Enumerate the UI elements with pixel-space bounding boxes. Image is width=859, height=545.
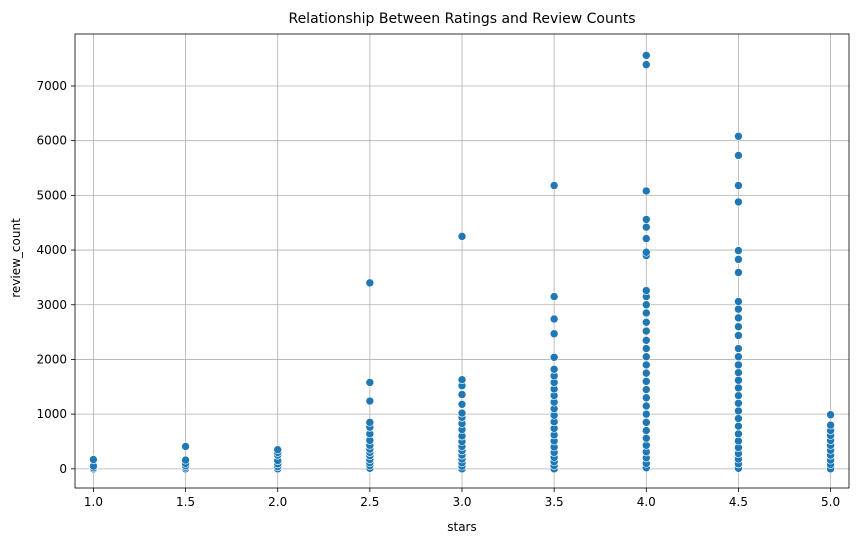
data-point (641, 441, 651, 450)
data-point (641, 401, 651, 411)
data-point (734, 391, 743, 400)
data-point (734, 375, 743, 385)
data-point (734, 181, 743, 190)
data-point (89, 455, 98, 464)
data-point (734, 360, 743, 370)
data-point (457, 408, 467, 418)
x-tick-label: 1.5 (176, 495, 195, 509)
data-point (734, 197, 743, 207)
data-point (734, 414, 743, 423)
data-point (826, 410, 835, 420)
data-point (734, 151, 743, 160)
data-point (734, 429, 743, 439)
data-point (641, 352, 651, 362)
data-point (549, 181, 559, 190)
data-point (734, 436, 743, 446)
x-tick-label: 3.5 (545, 495, 564, 509)
data-point (549, 292, 559, 301)
y-tick-label: 0 (59, 462, 67, 476)
chart-title: Relationship Between Ratings and Review … (288, 11, 635, 27)
data-point (641, 60, 651, 69)
data-point (365, 418, 375, 427)
data-point (734, 368, 743, 377)
data-point (641, 336, 651, 345)
data-point (734, 304, 743, 314)
x-tick-label: 3.0 (452, 495, 471, 509)
data-point (641, 186, 651, 196)
data-point (457, 390, 467, 399)
y-tick-label: 7000 (36, 79, 67, 93)
data-point (641, 234, 651, 243)
data-point (641, 409, 651, 419)
data-point (734, 398, 743, 408)
data-point (365, 278, 375, 288)
data-point (365, 378, 375, 387)
data-point (641, 377, 651, 386)
data-point (457, 232, 467, 241)
data-point (181, 455, 190, 465)
data-point (734, 331, 743, 340)
x-tick-label: 5.0 (821, 495, 840, 509)
data-point (641, 433, 651, 443)
y-axis: 0 1000 2000 3000 4000 5000 6000 7000 (36, 79, 75, 476)
x-tick-label: 2.0 (268, 495, 287, 509)
x-tick-label: 2.5 (360, 495, 379, 509)
data-point (641, 360, 651, 370)
data-point (641, 368, 651, 378)
data-point (549, 352, 559, 362)
x-axis: 1.0 1.5 2.0 2.5 3.0 3.5 4.0 4.5 5.0 (84, 488, 840, 509)
data-point (734, 313, 743, 323)
data-point (734, 268, 743, 277)
data-point (365, 396, 375, 406)
points-layer (89, 51, 835, 474)
data-point (641, 326, 651, 336)
data-point (734, 406, 743, 416)
data-point (641, 51, 651, 60)
x-axis-label: stars (447, 520, 477, 534)
y-axis-label: review_count (9, 218, 23, 298)
data-point (734, 255, 743, 264)
data-point (641, 300, 651, 310)
data-point (549, 365, 559, 374)
data-point (734, 322, 743, 331)
grid (75, 34, 849, 488)
data-point (457, 400, 467, 409)
data-point (641, 215, 651, 224)
data-point (641, 308, 651, 318)
data-point (641, 393, 651, 403)
data-point (457, 375, 467, 384)
data-point (734, 421, 743, 431)
data-point (641, 426, 651, 435)
x-tick-label: 4.0 (637, 495, 656, 509)
data-point (641, 344, 651, 353)
y-tick-label: 5000 (36, 188, 67, 202)
data-point (734, 131, 743, 141)
data-point (734, 246, 743, 255)
data-point (641, 418, 651, 427)
data-point (549, 314, 559, 324)
y-tick-label: 1000 (36, 407, 67, 421)
data-point (641, 247, 651, 257)
y-tick-label: 3000 (36, 298, 67, 312)
data-point (641, 317, 651, 327)
data-point (549, 329, 559, 339)
data-point (641, 222, 651, 232)
data-point (826, 420, 835, 430)
data-point (734, 297, 743, 306)
data-point (641, 385, 651, 394)
y-tick-label: 6000 (36, 134, 67, 148)
data-point (734, 352, 743, 362)
data-point (273, 445, 283, 455)
x-tick-label: 1.0 (84, 495, 103, 509)
data-point (181, 442, 190, 451)
data-point (734, 383, 743, 393)
y-tick-label: 2000 (36, 352, 67, 366)
x-tick-label: 4.5 (729, 495, 748, 509)
data-point (734, 344, 743, 353)
y-tick-label: 4000 (36, 243, 67, 257)
data-point (641, 286, 651, 295)
